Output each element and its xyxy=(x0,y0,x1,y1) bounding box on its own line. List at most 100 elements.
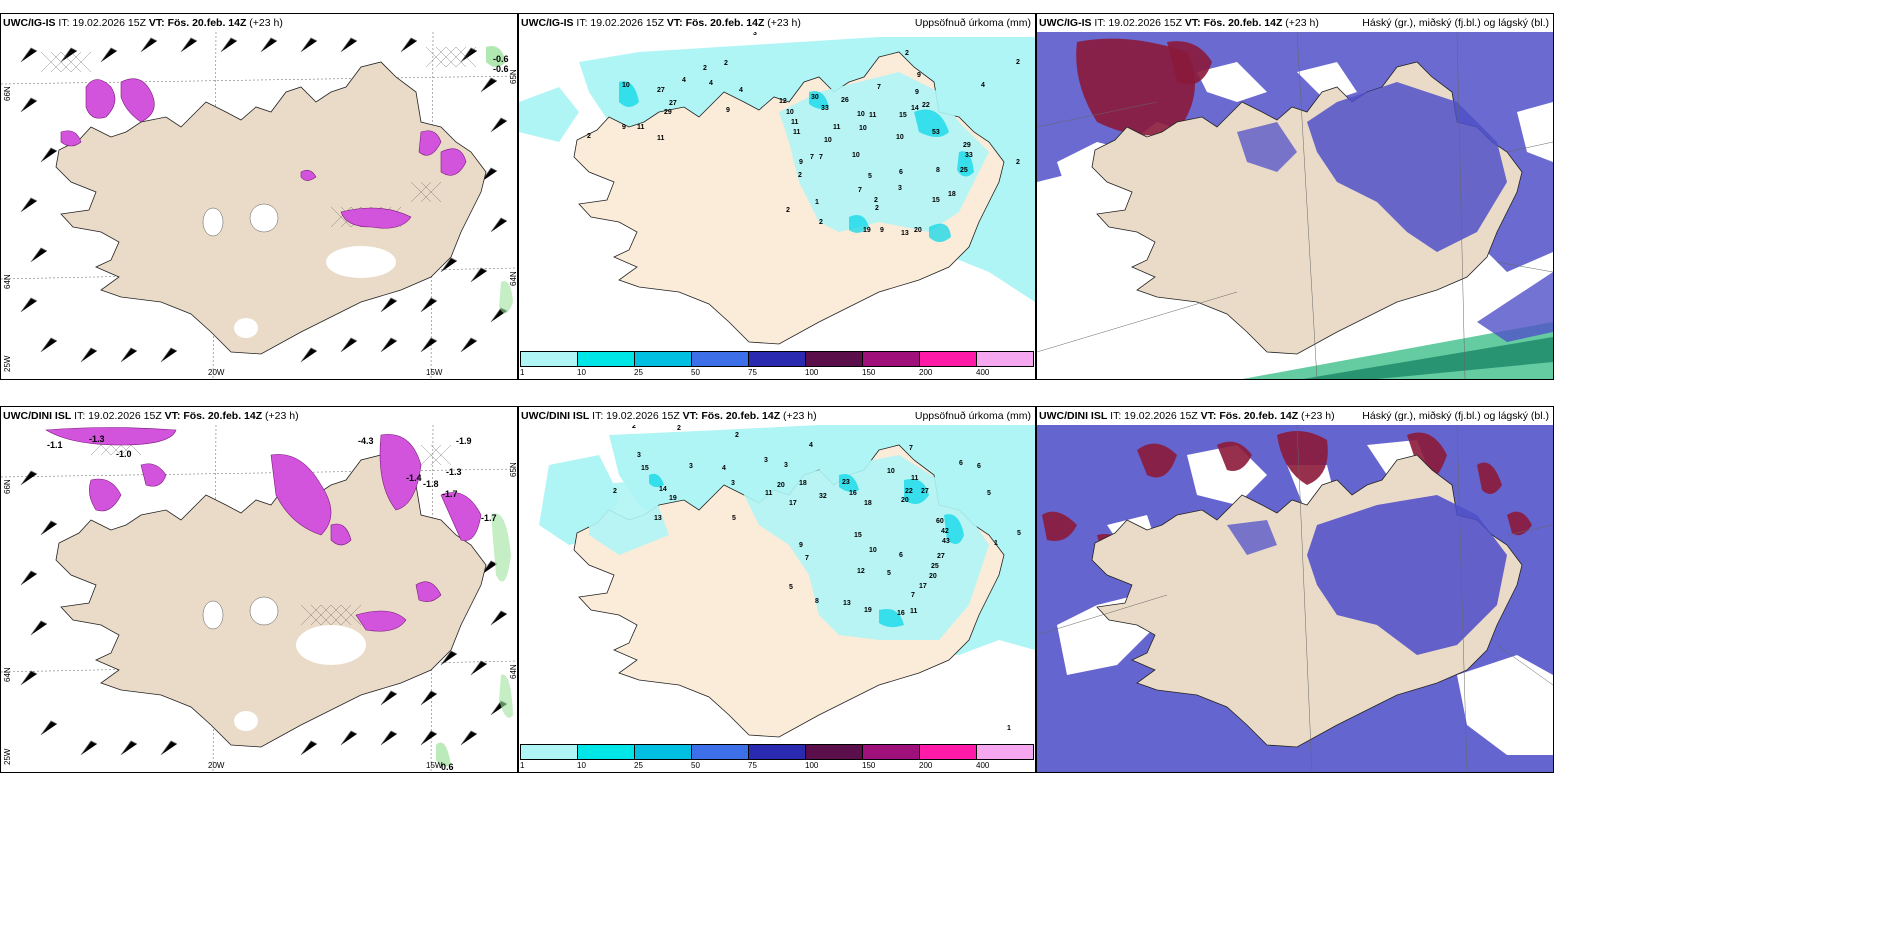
svg-text:3: 3 xyxy=(784,462,788,469)
svg-text:27: 27 xyxy=(921,488,929,495)
lon-label: 20W xyxy=(208,368,225,377)
svg-text:11: 11 xyxy=(791,119,799,126)
svg-text:0.6: 0.6 xyxy=(441,762,454,772)
colorbar: 1 10 25 50 75 100 150 200 400 xyxy=(519,351,1035,379)
temp-value: -0.6 xyxy=(493,54,509,64)
svg-text:-1.1: -1.1 xyxy=(47,440,63,450)
svg-text:4: 4 xyxy=(722,465,726,472)
colorbar-tick: 400 xyxy=(976,761,990,770)
svg-text:2: 2 xyxy=(587,133,591,140)
svg-text:16: 16 xyxy=(849,490,857,497)
svg-text:3: 3 xyxy=(689,463,693,470)
svg-text:5: 5 xyxy=(868,173,872,180)
svg-text:7: 7 xyxy=(810,154,814,161)
colorbar-cell xyxy=(806,352,863,366)
colorbar-cell xyxy=(692,745,749,759)
colorbar-cell xyxy=(920,352,977,366)
panel-title: Háský (gr.), miðský (fj.bl.) og lágský (… xyxy=(1362,17,1549,29)
colorbar-cell xyxy=(749,745,806,759)
svg-text:14: 14 xyxy=(911,105,919,112)
svg-text:3: 3 xyxy=(637,452,641,459)
panel-header: UWC/IG-IS IT: 19.02.2026 15Z VT: Fös. 20… xyxy=(521,17,801,29)
svg-text:10: 10 xyxy=(869,547,877,554)
lat-label: 66N xyxy=(3,479,12,494)
svg-text:9: 9 xyxy=(915,89,919,96)
svg-text:10: 10 xyxy=(786,109,794,116)
panel-clouds-bottom: UWC/DINI ISL IT: 19.02.2026 15Z VT: Fös.… xyxy=(1036,406,1554,773)
colorbar-tick: 200 xyxy=(919,368,933,377)
colorbar-tick: 75 xyxy=(748,761,757,770)
svg-text:-1.0: -1.0 xyxy=(116,449,132,459)
svg-text:13: 13 xyxy=(901,230,909,237)
svg-text:26: 26 xyxy=(841,97,849,104)
svg-text:10: 10 xyxy=(857,111,865,118)
svg-text:6: 6 xyxy=(977,463,981,470)
svg-text:11: 11 xyxy=(637,124,645,131)
temp-values: -1.1 -1.3 -1.0 -4.3 -1.9 -1.8 -1.7 -1.3 … xyxy=(47,434,497,772)
svg-text:19: 19 xyxy=(863,227,871,234)
svg-text:32: 32 xyxy=(819,493,827,500)
svg-text:7: 7 xyxy=(909,445,913,452)
panel-header: UWC/DINI ISL IT: 19.02.2026 15Z VT: Fös.… xyxy=(521,410,817,422)
colorbar-cell xyxy=(806,745,863,759)
svg-text:4: 4 xyxy=(682,77,686,84)
svg-text:13: 13 xyxy=(654,515,662,522)
svg-text:5: 5 xyxy=(887,570,891,577)
colorbar-tick: 100 xyxy=(805,761,819,770)
svg-text:-1.9: -1.9 xyxy=(456,436,472,446)
colorbar-tick: 150 xyxy=(862,368,876,377)
colorbar-cell xyxy=(749,352,806,366)
svg-text:5: 5 xyxy=(1017,530,1021,537)
lat-label: 64N xyxy=(509,664,518,679)
svg-text:42: 42 xyxy=(941,528,949,535)
svg-text:1: 1 xyxy=(1007,725,1011,732)
temp-blobs xyxy=(45,427,482,632)
svg-text:60: 60 xyxy=(936,518,944,525)
precip-values: 2 2 3 15 19 2 14 13 3 3 4 2 4 5 3 3 20 1… xyxy=(613,425,1021,732)
svg-text:33: 33 xyxy=(821,105,829,112)
svg-text:27: 27 xyxy=(669,100,677,107)
svg-text:9: 9 xyxy=(799,159,803,166)
svg-text:13: 13 xyxy=(843,600,851,607)
svg-text:29: 29 xyxy=(963,142,971,149)
svg-text:-1.7: -1.7 xyxy=(481,513,497,523)
svg-text:3: 3 xyxy=(731,480,735,487)
svg-text:19: 19 xyxy=(864,607,872,614)
colorbar-cell xyxy=(863,352,920,366)
svg-text:8: 8 xyxy=(936,167,940,174)
svg-text:2: 2 xyxy=(735,432,739,439)
svg-text:15: 15 xyxy=(932,197,940,204)
map-precip-top: 10 27 29 27 9 11 11 2 2 4 4 2 3 9 4 12 1… xyxy=(519,32,1035,345)
svg-text:18: 18 xyxy=(799,480,807,487)
panel-precip-top: UWC/IG-IS IT: 19.02.2026 15Z VT: Fös. 20… xyxy=(518,13,1036,380)
colorbar-cell xyxy=(977,745,1033,759)
svg-text:11: 11 xyxy=(911,475,919,482)
svg-text:11: 11 xyxy=(910,608,918,615)
svg-text:27: 27 xyxy=(657,87,665,94)
svg-text:8: 8 xyxy=(815,598,819,605)
svg-text:9: 9 xyxy=(880,227,884,234)
svg-text:19: 19 xyxy=(669,495,677,502)
svg-text:33: 33 xyxy=(965,152,973,159)
panel-title: Uppsöfnuð úrkoma (mm) xyxy=(914,17,1031,29)
map-clouds-bottom xyxy=(1037,425,1553,772)
colorbar-cell xyxy=(578,745,635,759)
colorbar-tick: 100 xyxy=(805,368,819,377)
svg-text:2: 2 xyxy=(677,425,681,432)
svg-text:18: 18 xyxy=(948,191,956,198)
svg-text:43: 43 xyxy=(942,538,950,545)
panel-header: UWC/DINI ISL IT: 19.02.2026 15Z VT: Fös.… xyxy=(1039,410,1335,422)
svg-text:2: 2 xyxy=(1016,59,1020,66)
svg-text:2: 2 xyxy=(874,197,878,204)
lat-label: 25W xyxy=(3,748,12,765)
svg-text:4: 4 xyxy=(981,82,985,89)
svg-text:22: 22 xyxy=(922,102,930,109)
lat-label: 65N xyxy=(509,462,518,477)
svg-text:7: 7 xyxy=(805,555,809,562)
colorbar-tick: 10 xyxy=(577,761,586,770)
svg-text:18: 18 xyxy=(864,500,872,507)
wind-barbs xyxy=(20,37,508,363)
svg-text:7: 7 xyxy=(819,154,823,161)
svg-text:9: 9 xyxy=(726,107,730,114)
panel-precip-bottom: UWC/DINI ISL IT: 19.02.2026 15Z VT: Fös.… xyxy=(518,406,1036,773)
